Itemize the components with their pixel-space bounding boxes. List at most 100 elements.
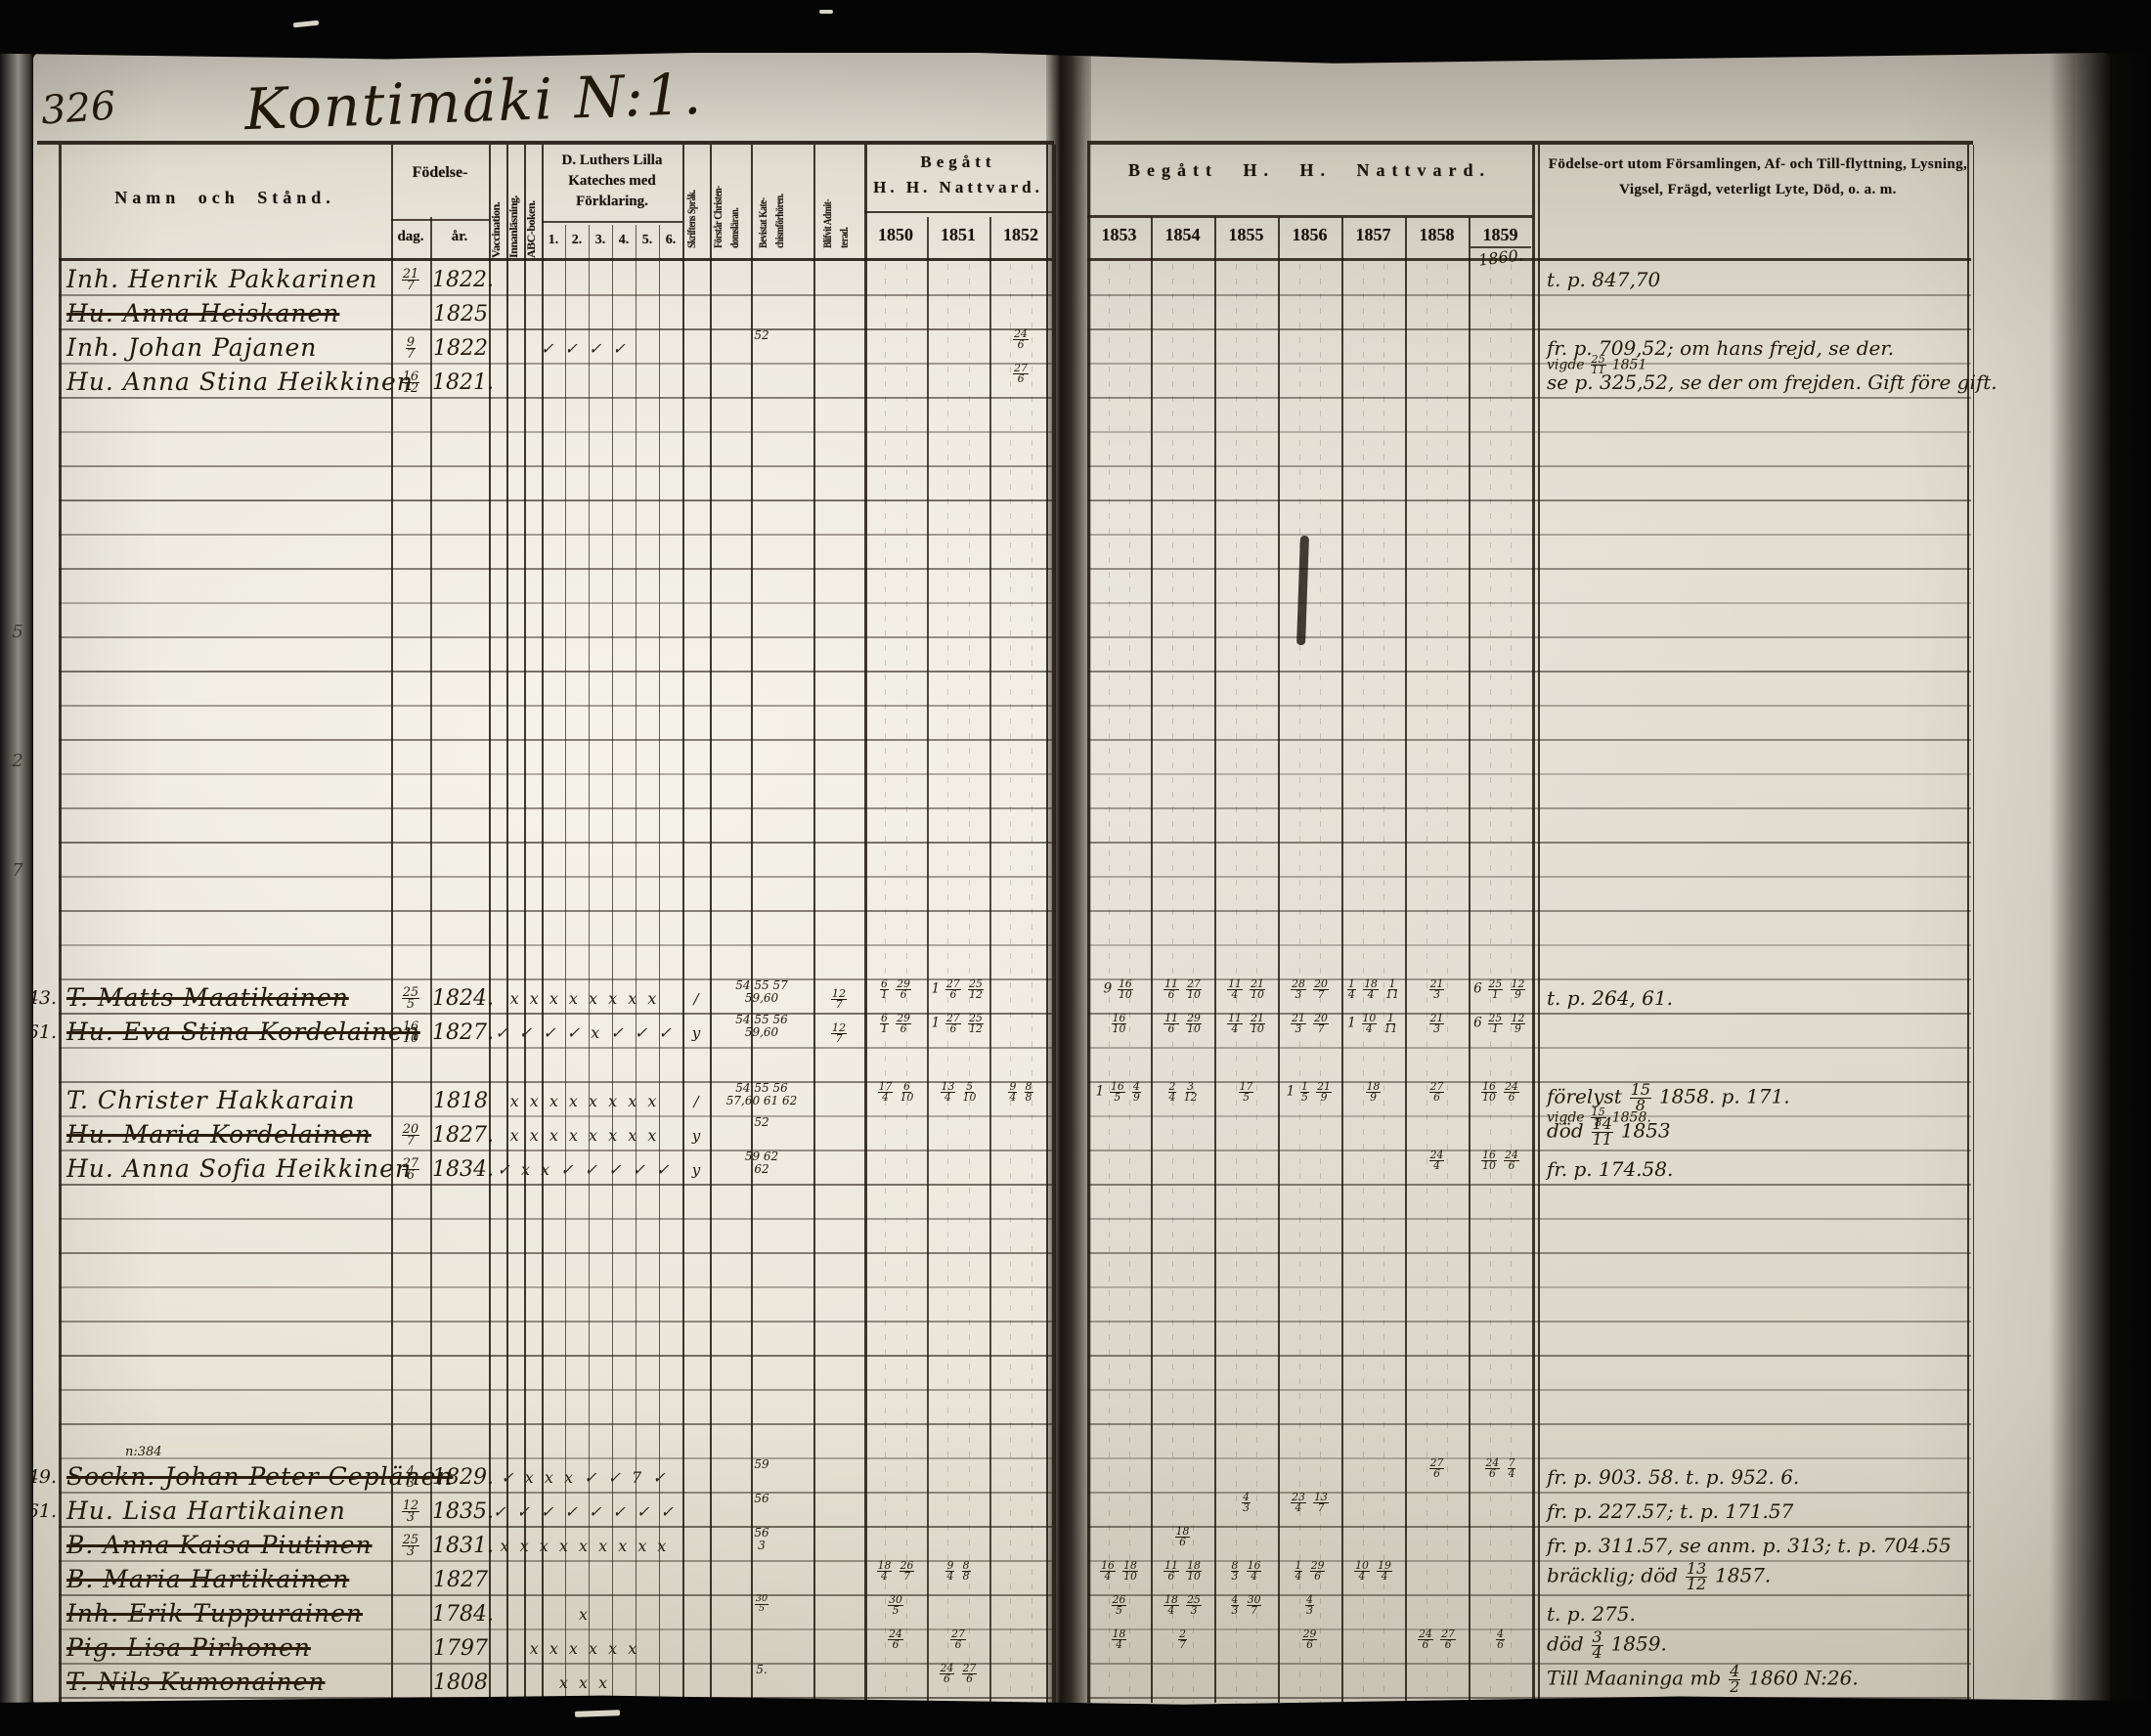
grid-line-vertical — [710, 145, 712, 1703]
entry-communion-1854: 11 6 29 10 — [1163, 1012, 1202, 1035]
entry-communion-1851: 1 27 6 25 12 — [931, 977, 984, 1001]
entry-note: förelyst 15 8 1858. p. 171. — [1547, 1080, 1790, 1114]
entry-communion-1853: 26 5 — [1111, 1593, 1127, 1617]
ruled-line — [542, 221, 682, 223]
ruled-line — [59, 1389, 1052, 1391]
entry-exam-marks: x x x x x x x x — [509, 1126, 660, 1145]
grid-line-vertical — [751, 145, 753, 1703]
header-attended-line2: chismförhören. — [774, 194, 786, 248]
ruled-line — [59, 910, 1052, 912]
entry-admitted-date: 12 7 — [830, 986, 848, 1011]
entry-communion-1851: 24 6 27 6 — [939, 1662, 978, 1685]
edge-mark: 5 — [12, 622, 23, 642]
ruled-line — [1087, 258, 1971, 261]
entry-scripture-mark: / — [693, 1093, 699, 1110]
ruled-line — [59, 1081, 1052, 1083]
grid-line-vertical — [430, 217, 432, 1703]
year-label-1853: 1853 — [1101, 225, 1137, 244]
ruled-line — [59, 1594, 1052, 1596]
entry-note: död 14 11 1853 — [1547, 1114, 1671, 1149]
ruled-line — [1087, 876, 1971, 878]
header-catechism-line1: D. Luthers Lilla — [561, 152, 663, 168]
ruled-line — [1087, 328, 1971, 330]
entry-communion-1853: 16 10 — [1111, 1012, 1127, 1035]
ruled-line — [59, 876, 1052, 878]
ruled-line — [59, 1013, 1052, 1015]
register-row: B. Anna Kaisa Piutinen 25 3 1831. x x x x x … — [0, 1526, 2151, 1560]
ruled-line — [59, 1526, 1052, 1528]
register-row: 43. T. Matts Maatikainen 25 5 1824. x x x x x… — [0, 978, 2151, 1013]
scan-speck — [819, 10, 833, 14]
entry-birth-year: 1818 — [433, 1089, 488, 1113]
grid-line-vertical — [391, 145, 393, 1703]
ruled-line — [59, 1457, 1052, 1459]
entry-scripture-mark: y — [691, 1161, 701, 1179]
entry-communion-1859: 6 25 1 12 9 — [1473, 977, 1526, 1001]
ruled-line — [1087, 1115, 1971, 1117]
grid-line-vertical — [968, 264, 970, 1703]
header-catechism-line3: Förklaring. — [576, 194, 648, 209]
header-admitted-line2: terad. — [839, 227, 851, 248]
ruled-line — [59, 1492, 1052, 1494]
ruled-line — [1087, 1355, 1971, 1357]
header-catechism-col-5: 5. — [641, 233, 653, 247]
entry-exam-marks: x x x x x x x x — [509, 989, 660, 1008]
entry-scripture-mark: / — [693, 990, 699, 1008]
ruled-line — [59, 1560, 1052, 1562]
entry-communion-1850: 24 6 — [888, 1628, 903, 1651]
entry-birth-year: 1808 — [433, 1671, 488, 1695]
ruled-line — [59, 294, 1052, 296]
year-label-1857: 1857 — [1355, 225, 1391, 244]
entry-birth-day: 16 10 — [401, 1019, 420, 1047]
entry-note-secondary: vigde 25 11 1851 — [1547, 353, 1647, 377]
entry-communion-1850: 30 5 — [888, 1593, 903, 1617]
entry-communion-1858: 24 6 27 6 — [1418, 1628, 1456, 1651]
entry-communion-1855: 17 5 — [1238, 1080, 1254, 1104]
entry-name: Sockn. Johan Peter Ceplänen — [66, 1462, 454, 1491]
register-row: Inh. Erik Tuppurainen 1784. x 30 5 30 5 26 5 18 4 … — [0, 1594, 2151, 1628]
ruled-line — [1087, 1321, 1971, 1323]
grid-line-vertical — [59, 145, 62, 1703]
entry-birth-day: 21 7 — [401, 266, 420, 294]
entry-note: fr. p. 227.57; t. p. 171.57 — [1547, 1499, 1794, 1523]
entry-note: fr. p. 174.58. — [1547, 1157, 1674, 1181]
ruled-line — [1087, 1013, 1971, 1015]
entry-birth-year: 1822. — [432, 268, 494, 292]
entry-catechism-years: 5. — [756, 1663, 768, 1676]
year-label-1850: 1850 — [878, 225, 913, 244]
entry-birth-year: 1825 — [433, 302, 488, 326]
ruled-line — [59, 1150, 1052, 1151]
ruled-line — [1087, 773, 1971, 775]
entry-catechism-years: 52 — [754, 328, 769, 342]
header-catechism-col-2: 2. — [571, 233, 583, 247]
scan-edge-strip-left — [0, 53, 33, 1707]
entry-communion-1858: 27 6 — [1428, 1080, 1445, 1104]
entry-annotation-above: n:384 — [125, 1445, 162, 1459]
ruled-line — [1087, 534, 1971, 536]
grid-line-vertical — [1171, 264, 1173, 1703]
ruled-line — [1087, 1457, 1971, 1459]
register-row: T. Nils Kumonainen 1808 x x x 5. 24 6 27 6 Till… — [0, 1663, 2151, 1697]
grid-line-vertical — [864, 145, 867, 1703]
ruled-line — [59, 807, 1052, 809]
grid-line-vertical — [1235, 264, 1237, 1703]
entry-exam-marks: ✓ ✓ ✓ ✓ — [541, 339, 629, 358]
header-catechism-col-6: 6. — [665, 233, 677, 247]
header-vaccination: Vaccination. — [489, 201, 503, 258]
grid-line-vertical — [1447, 264, 1449, 1703]
header-catechism-col-4: 4. — [618, 233, 630, 247]
grid-line-vertical — [1108, 264, 1110, 1703]
entry-name: Hu. Anna Stina Heikkinen — [66, 368, 414, 396]
entry-communion-1854: 18 6 — [1174, 1525, 1191, 1548]
register-row: Hu. Anna Sofia Heikkinen 27 6 1834. ✓ x x ✓ … — [0, 1150, 2151, 1184]
ruled-line — [59, 842, 1052, 844]
entry-name: Inh. Erik Tuppurainen — [66, 1599, 363, 1628]
grid-line-vertical — [813, 145, 815, 1703]
entry-communion-1859: 6 25 1 12 9 — [1473, 1012, 1526, 1035]
